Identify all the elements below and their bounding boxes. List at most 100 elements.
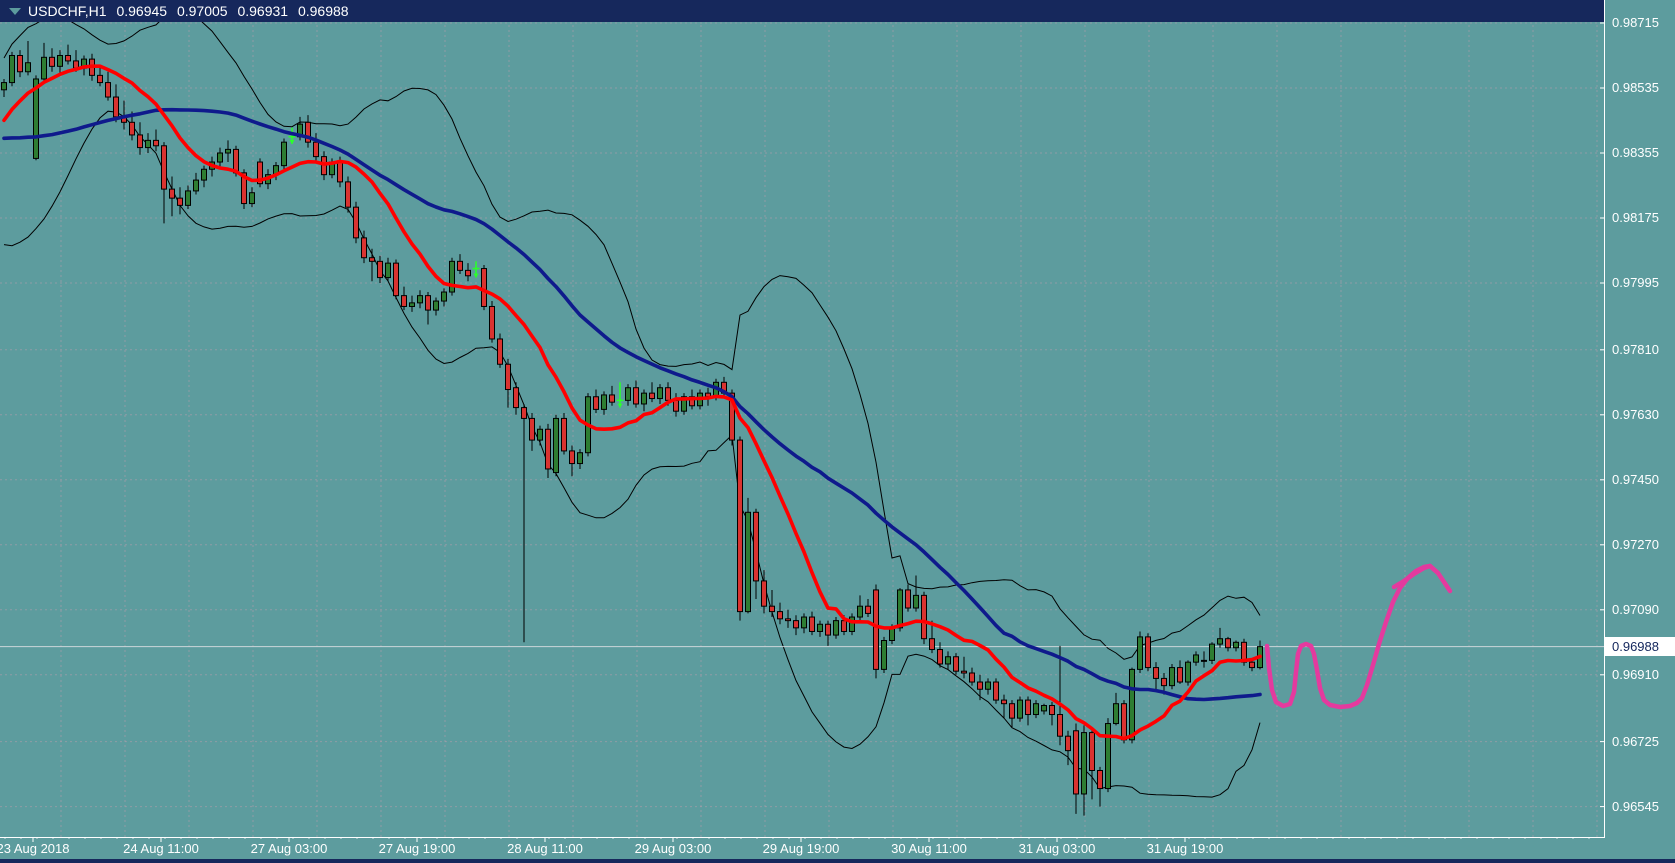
moving-averages — [2, 64, 1262, 741]
price-axis-label: 0.96725 — [1612, 733, 1659, 749]
candle — [345, 181, 351, 208]
candle — [665, 387, 671, 401]
candle — [49, 56, 55, 67]
candle — [753, 511, 759, 582]
candle — [465, 269, 471, 277]
candle — [785, 618, 791, 622]
candle — [1129, 668, 1135, 741]
candle — [225, 148, 231, 154]
quote-open: 0.96945 — [116, 3, 168, 19]
time-axis-label: 27 Aug 19:00 — [378, 841, 456, 856]
price-axis-label: 0.97995 — [1612, 274, 1659, 290]
candle — [553, 417, 559, 474]
candle — [201, 168, 207, 181]
candle — [337, 161, 343, 183]
candle — [281, 141, 287, 167]
price-axis-label: 0.98715 — [1612, 15, 1659, 30]
candle — [1193, 654, 1199, 663]
candle — [657, 387, 663, 400]
chart-title-bar: USDCHF,H1 0.96945 0.97005 0.96931 0.9698… — [0, 0, 1604, 22]
price-axis-label: 0.97090 — [1612, 601, 1659, 617]
candle — [1185, 661, 1191, 683]
time-axis-label: 30 Aug 11:00 — [891, 841, 967, 856]
candle — [761, 580, 767, 607]
candle — [745, 511, 751, 613]
candle — [97, 74, 103, 84]
doji-signal-marker — [288, 127, 296, 144]
candle — [737, 439, 743, 613]
price-axis-label: 0.98355 — [1612, 144, 1659, 160]
candle — [385, 262, 391, 279]
candle — [9, 54, 15, 84]
candle — [1177, 667, 1183, 683]
time-axis-label: 24 Aug 11:00 — [123, 841, 199, 856]
candle — [985, 681, 991, 690]
candle — [1217, 638, 1223, 645]
candle — [1153, 667, 1159, 679]
price-axis-label: 0.98535 — [1612, 79, 1659, 95]
candle — [1233, 641, 1239, 649]
candle — [849, 616, 855, 632]
candle — [353, 206, 359, 239]
candle — [217, 152, 223, 163]
candle — [1121, 703, 1127, 741]
candle — [649, 392, 655, 400]
candle — [433, 300, 439, 311]
window-bottom-edge — [0, 859, 1675, 863]
candle — [129, 121, 135, 136]
candle — [633, 387, 639, 405]
candle — [489, 305, 495, 340]
candle — [505, 363, 511, 391]
candle — [817, 623, 823, 632]
candle — [113, 96, 119, 118]
quote-high: 0.97005 — [176, 3, 228, 19]
candle — [625, 387, 631, 401]
candle — [169, 188, 175, 199]
chart-dropdown-triangle-icon[interactable] — [9, 8, 21, 16]
candle — [953, 656, 959, 672]
price-axis-label: 0.96910 — [1612, 666, 1659, 682]
candle — [137, 134, 143, 149]
symbol-timeframe: USDCHF,H1 — [28, 3, 107, 19]
candle — [153, 139, 159, 147]
time-axis-label: 31 Aug 19:00 — [1146, 841, 1224, 856]
candle — [809, 616, 815, 632]
candle — [161, 145, 167, 190]
time-axis-label: 23 Aug 2018 — [0, 841, 70, 856]
candle — [1017, 699, 1023, 719]
candle — [1073, 730, 1079, 795]
candle — [249, 192, 255, 205]
price-axis-label: 0.97810 — [1612, 341, 1659, 357]
candle — [545, 428, 551, 470]
candle — [425, 295, 431, 311]
candle — [993, 681, 999, 701]
candle — [873, 589, 879, 670]
candle — [801, 616, 807, 629]
doji-signal-marker — [616, 382, 624, 408]
candle — [313, 141, 319, 158]
candle — [1001, 699, 1007, 705]
candle — [65, 54, 71, 62]
hand-drawn-arrow-annotation[interactable] — [1264, 563, 1453, 710]
candle — [257, 161, 263, 185]
candle — [921, 594, 927, 640]
plot-border-and-ticks — [0, 0, 1605, 842]
candle — [449, 260, 455, 293]
candle — [1089, 732, 1095, 771]
candle — [57, 54, 63, 67]
price-axis-label: 0.97270 — [1612, 536, 1659, 552]
candle — [105, 82, 111, 98]
candle — [1209, 643, 1215, 661]
candle — [1113, 703, 1119, 725]
candle — [673, 399, 679, 412]
candle — [1161, 677, 1167, 687]
time-axis-label: 27 Aug 03:00 — [250, 841, 328, 856]
candle — [457, 260, 463, 271]
time-axis-label: 29 Aug 03:00 — [634, 841, 712, 856]
candle — [145, 139, 151, 149]
candle — [185, 190, 191, 206]
candle — [969, 672, 975, 683]
candle — [889, 627, 895, 641]
